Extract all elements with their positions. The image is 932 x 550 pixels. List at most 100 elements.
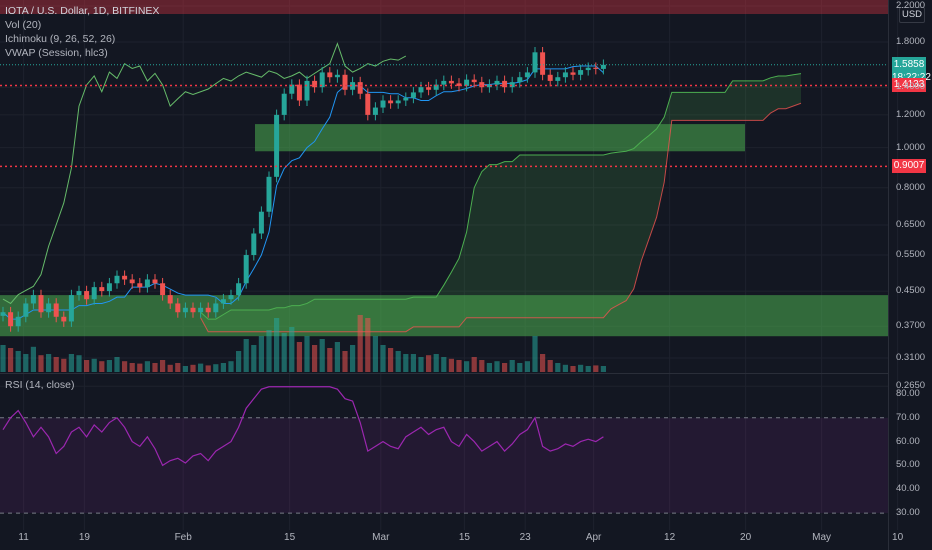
- candle-body: [486, 84, 492, 88]
- rsi-band-fill: [0, 417, 888, 514]
- volume-bar: [410, 354, 416, 372]
- candle-body: [547, 74, 553, 81]
- candle-body: [357, 82, 363, 94]
- support-zone: [255, 124, 745, 152]
- candle-body: [0, 312, 6, 316]
- candle-body: [342, 74, 348, 90]
- support-zone: [0, 295, 888, 337]
- candle-body: [228, 295, 234, 300]
- volume-bar: [23, 354, 29, 372]
- candle-body: [129, 279, 135, 284]
- vol-legend[interactable]: Vol (20): [5, 19, 42, 31]
- volume-bar: [486, 363, 492, 372]
- rsi-tick-label: 40.00: [896, 483, 920, 495]
- volume-bar: [319, 339, 325, 372]
- candle-body: [426, 87, 432, 90]
- candle-body: [578, 70, 584, 75]
- candle-body: [312, 80, 318, 88]
- volume-bar: [266, 330, 272, 372]
- volume-bar: [53, 357, 59, 372]
- candle-body: [517, 77, 523, 83]
- lagging-span: [2, 42, 407, 305]
- candle-body: [600, 64, 606, 69]
- volume-bar: [38, 355, 44, 372]
- time-tick-label: Mar: [372, 532, 390, 543]
- volume-bar: [251, 345, 257, 372]
- volume-bar: [342, 351, 348, 372]
- volume-bar: [593, 365, 599, 372]
- candle-body: [524, 72, 530, 78]
- candle-body: [304, 80, 310, 101]
- candlesticks: [0, 47, 606, 332]
- candle-body: [570, 72, 576, 75]
- volume-bar: [578, 364, 584, 372]
- candle-body: [433, 84, 439, 90]
- price-tick-label: 1.4000: [896, 81, 926, 93]
- volume-bar: [91, 358, 97, 372]
- bar-countdown: 18:22:22: [892, 71, 931, 83]
- volume-bar: [502, 363, 508, 372]
- chart-legend: IOTA / U.S. Dollar, 1D, BITFINEX Vol (20…: [5, 4, 159, 60]
- time-tick-label: 15: [458, 532, 470, 543]
- candle-body: [585, 67, 591, 71]
- volume-bar: [129, 363, 135, 372]
- volume-bar: [380, 345, 386, 372]
- candle-body: [418, 87, 424, 93]
- price-tick-label: 2.2000: [896, 0, 926, 11]
- candle-body: [61, 316, 67, 322]
- candle-body: [23, 303, 29, 317]
- candle-body: [479, 82, 485, 88]
- volume-bar: [372, 336, 378, 372]
- time-tick-label: Feb: [174, 532, 192, 543]
- volume-bar: [517, 363, 523, 372]
- volume-bar: [471, 357, 477, 372]
- volume-bar: [296, 342, 302, 372]
- candle-body: [593, 67, 599, 69]
- volume-bar: [464, 361, 470, 372]
- volume-bar: [175, 363, 181, 372]
- price-tick-label: 0.6500: [896, 219, 926, 231]
- candle-body: [532, 52, 538, 73]
- volume-bar: [15, 351, 21, 372]
- candle-body: [395, 100, 401, 104]
- candle-body: [144, 279, 150, 288]
- candle-body: [99, 287, 105, 292]
- candle-body: [220, 299, 226, 304]
- volume-bar: [395, 351, 401, 372]
- volume-bar: [258, 336, 264, 372]
- volume-bar: [167, 364, 173, 372]
- candle-body: [319, 72, 325, 88]
- candle-body: [76, 291, 82, 296]
- volume-bar: [289, 327, 295, 372]
- candle-body: [327, 72, 333, 78]
- candle-body: [562, 72, 568, 78]
- currency-badge[interactable]: USD: [899, 7, 925, 23]
- candle-body: [540, 52, 546, 75]
- candle-body: [350, 82, 356, 90]
- rsi-line: [2, 386, 604, 467]
- candle-body: [410, 92, 416, 98]
- rsi-legend[interactable]: RSI (14, close): [5, 379, 75, 391]
- volume-bar: [46, 354, 52, 372]
- candle-body: [46, 303, 52, 313]
- volume-bar: [243, 339, 249, 372]
- volume-bar: [350, 345, 356, 372]
- volume-bar: [456, 360, 462, 372]
- volume-bar: [441, 357, 447, 372]
- candle-body: [84, 291, 90, 300]
- volume-bar: [570, 366, 576, 372]
- candle-body: [372, 107, 378, 115]
- candle-body: [388, 100, 394, 104]
- vwap-legend[interactable]: VWAP (Session, hlc3): [5, 47, 108, 59]
- rsi-tick-label: 60.00: [896, 435, 920, 447]
- candle-body: [190, 307, 196, 313]
- candle-body: [38, 295, 44, 313]
- rsi-tick-label: 70.00: [896, 411, 920, 423]
- symbol-title[interactable]: IOTA / U.S. Dollar, 1D, BITFINEX: [5, 5, 160, 17]
- volume-bar: [144, 361, 150, 372]
- senkou-span-b: [200, 102, 802, 333]
- candle-body: [334, 74, 340, 78]
- ichimoku-legend[interactable]: Ichimoku (9, 26, 52, 26): [5, 33, 116, 45]
- candle-body: [502, 80, 508, 88]
